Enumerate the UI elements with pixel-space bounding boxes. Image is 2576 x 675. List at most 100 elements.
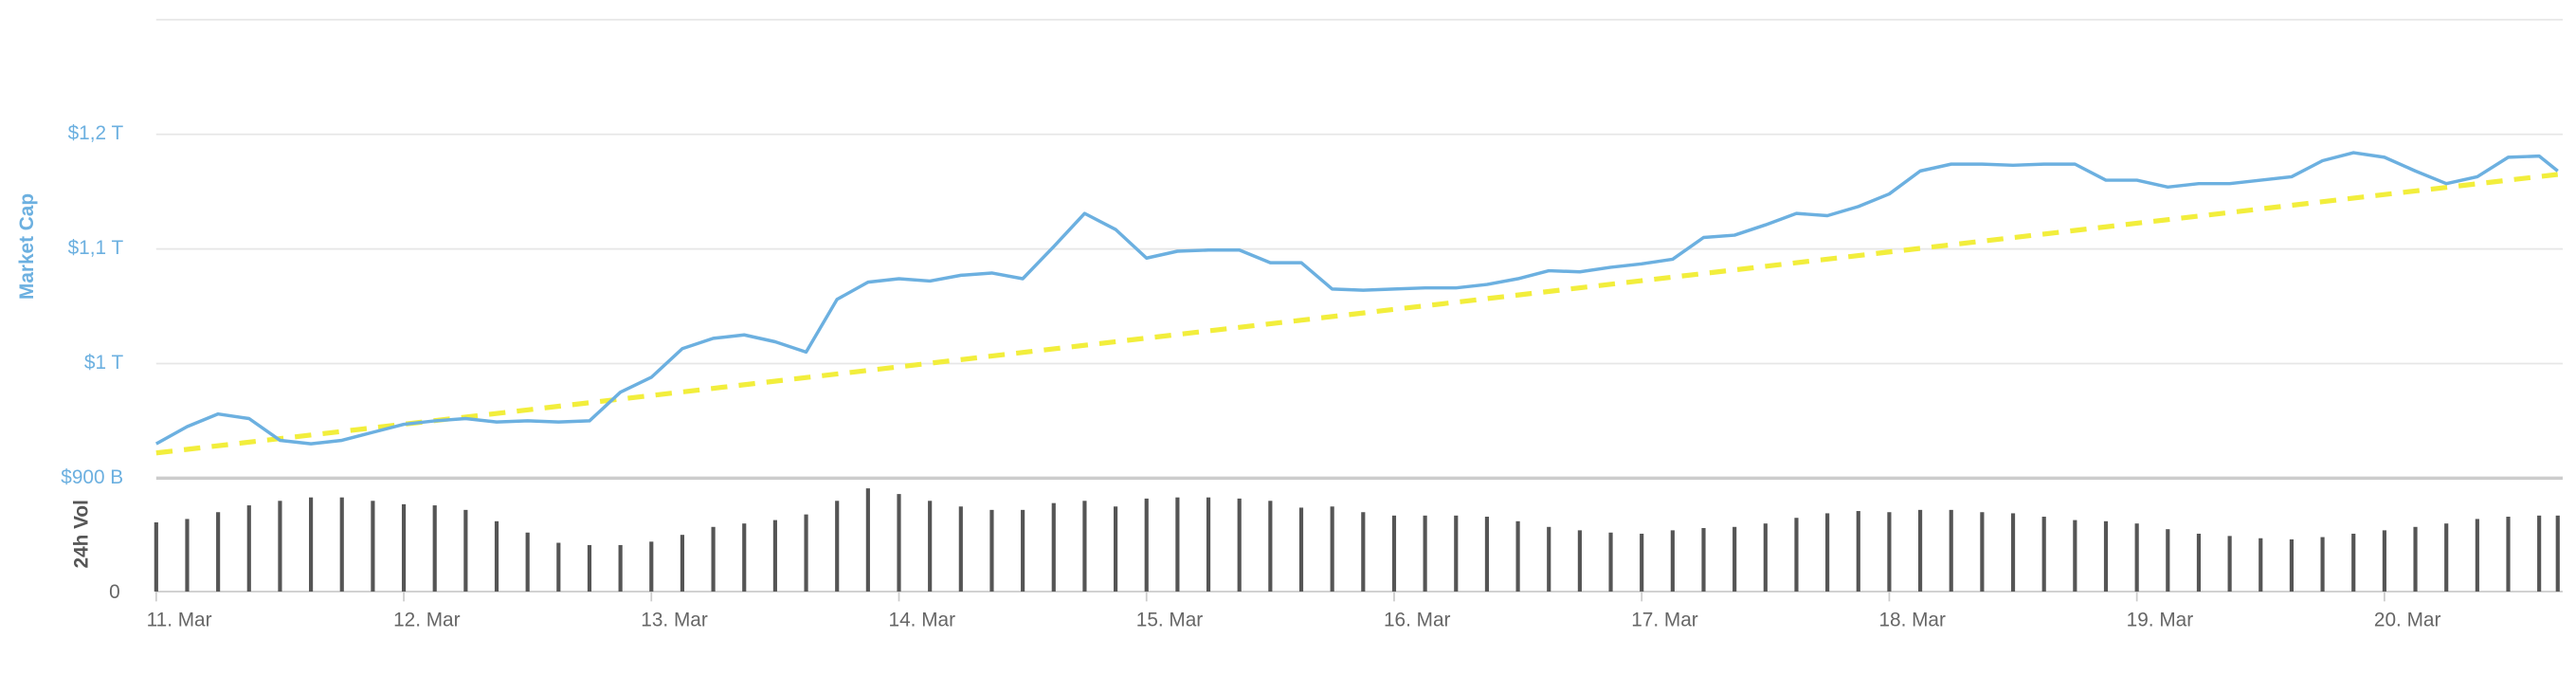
volume-bar	[1980, 512, 1985, 592]
volume-bar	[1732, 526, 1737, 592]
volume-bar	[2413, 526, 2418, 592]
volume-bar	[2351, 533, 2356, 592]
volume-bar	[1484, 517, 1490, 592]
volume-bar	[1608, 532, 1613, 592]
volume-bar	[1794, 518, 1799, 592]
volume-bar	[1082, 501, 1087, 592]
volume-bar	[1825, 513, 1830, 592]
volume-bar	[1763, 523, 1768, 592]
volume-bar	[2289, 538, 2295, 592]
volume-bar	[1454, 515, 1459, 592]
x-tick-label: 15. Mar	[1136, 610, 1204, 631]
volume-bar	[246, 505, 251, 592]
volume-bar	[1206, 497, 1211, 592]
volume-bar	[2382, 530, 2386, 592]
volume-bar	[835, 501, 840, 592]
y-axis-title: Market Cap	[16, 193, 38, 300]
x-tick-label: 17. Mar	[1631, 610, 1698, 631]
volume-bar	[1114, 506, 1118, 592]
volume-bar	[2506, 517, 2511, 592]
volume-bar	[494, 520, 499, 592]
volume-bar	[278, 501, 282, 592]
volume-bar	[556, 542, 561, 592]
volume-bar	[711, 526, 716, 592]
volume-bar	[649, 541, 654, 592]
volume-bar	[1144, 498, 1149, 592]
volume-bar	[1298, 507, 1304, 592]
volume-bar	[587, 544, 592, 592]
volume-bar	[1330, 506, 1334, 592]
volume-bar	[1701, 527, 1706, 592]
volume-bar	[2134, 523, 2139, 592]
x-tick-label: 20. Mar	[2374, 610, 2441, 631]
x-tick-label: 19. Mar	[2127, 610, 2194, 631]
y-tick-label: $1,2 T	[68, 122, 124, 144]
volume-bar	[618, 544, 623, 592]
volume-bar	[2196, 533, 2202, 592]
volume-bar	[2537, 515, 2542, 592]
volume-bar	[2041, 517, 2046, 592]
volume-bar	[2166, 529, 2170, 592]
volume-bar	[1021, 509, 1025, 592]
y-tick-label: $900 B	[61, 466, 123, 488]
volume-bar	[2475, 519, 2479, 592]
volume-bar	[154, 522, 158, 592]
volume-bar	[1268, 501, 1273, 592]
volume-bar	[1423, 515, 1427, 592]
volume-bar	[1856, 511, 1860, 592]
x-tick-label: 18. Mar	[1878, 610, 1946, 631]
volume-bar	[2073, 520, 2077, 592]
volume-bar	[2555, 515, 2560, 592]
market-cap-line	[154, 151, 2559, 446]
volume-bar	[1361, 512, 1366, 592]
x-tick-label: 14. Mar	[889, 610, 956, 631]
volume-bar	[804, 514, 808, 592]
volume-bar	[989, 509, 994, 592]
volume-bar	[463, 509, 468, 592]
volume-bar	[1640, 533, 1644, 592]
volume-bar	[309, 497, 314, 592]
volume-bar	[1547, 526, 1551, 592]
volume-bar	[1917, 509, 1923, 592]
volume-bar	[772, 520, 777, 592]
volume-bar	[958, 506, 963, 592]
volume-bar	[525, 532, 530, 592]
volume-bar	[2010, 513, 2016, 592]
trend-line	[155, 172, 2559, 456]
volume-bar	[2444, 523, 2449, 592]
volume-bar	[1051, 502, 1056, 592]
volume-bar	[401, 503, 407, 592]
volume-bar	[897, 494, 901, 592]
volume-bar	[2320, 537, 2325, 592]
volume-bar	[432, 505, 437, 592]
x-tick-label: 16. Mar	[1384, 610, 1451, 631]
volume-bar	[185, 519, 190, 592]
volume-bar	[928, 501, 933, 592]
volume-bar	[1670, 530, 1675, 592]
volume-bar	[2227, 536, 2232, 592]
y2-tick-label: 0	[109, 581, 120, 603]
volume-bar	[339, 497, 344, 592]
y-tick-label: $1 T	[84, 352, 124, 374]
volume-bar	[680, 535, 685, 592]
volume-bar	[1391, 515, 1397, 592]
volume-bar	[1887, 512, 1892, 592]
volume-bar	[2103, 520, 2109, 592]
volume-bar	[1577, 530, 1582, 592]
volume-bar	[2259, 538, 2263, 592]
x-tick-label: 11. Mar	[147, 610, 212, 631]
volume-bar	[371, 501, 375, 592]
x-tick-label: 13. Mar	[641, 610, 708, 631]
x-tick-label: 12. Mar	[393, 610, 461, 631]
volume-bar	[216, 512, 221, 592]
y-tick-label: $1,1 T	[68, 237, 124, 259]
y2-axis-title: 24h Vol	[70, 500, 92, 568]
volume-bar	[1237, 498, 1242, 592]
volume-bar	[865, 488, 870, 592]
volume-bar	[1175, 497, 1180, 592]
volume-bar	[742, 523, 747, 592]
volume-bar	[1949, 509, 1953, 592]
volume-bar	[1515, 520, 1520, 592]
